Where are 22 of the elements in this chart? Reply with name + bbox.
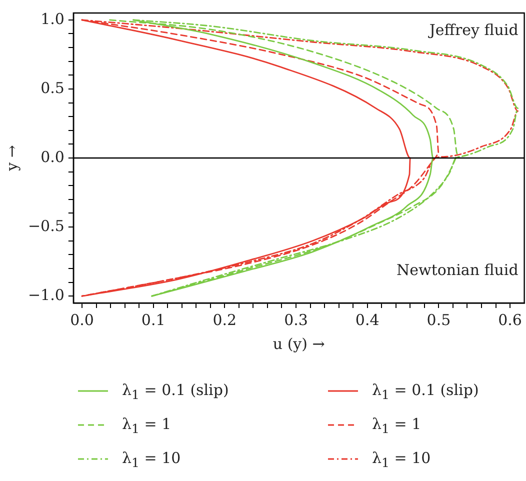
- y-tick-label: 0.5: [40, 78, 64, 97]
- annotation: Jeffrey fluid: [427, 21, 519, 39]
- x-tick-label: 0.5: [426, 310, 451, 329]
- x-tick-label: 0.1: [141, 310, 166, 329]
- y-tick-label: −1.0: [28, 286, 64, 304]
- annotation: Newtonian fluid: [396, 261, 519, 279]
- y-tick-label: 1.0: [40, 10, 64, 28]
- legend-label: λ$_{1}$ = 0.1 (slip): [372, 380, 479, 402]
- y-tick-label: 0.0: [40, 148, 64, 166]
- legend-label: λ$_{1}$ = 1: [372, 414, 422, 436]
- x-tick-label: 0.6: [498, 310, 522, 329]
- legend-label: λ$_{1}$ = 10: [372, 448, 431, 470]
- x-tick-label: 0.2: [212, 310, 237, 329]
- legend-label: λ$_{1}$ = 0.1 (slip): [122, 380, 229, 402]
- x-tick-label: 0.4: [355, 310, 380, 329]
- x-tick-label: 0.3: [284, 310, 308, 329]
- y-tick-label: −0.5: [28, 216, 64, 235]
- y-axis-title: y →: [2, 144, 21, 172]
- legend-label: λ$_{1}$ = 10: [122, 448, 181, 470]
- x-tick-label: 0.0: [70, 310, 94, 329]
- legend-label: λ$_{1}$ = 1: [122, 414, 172, 436]
- x-axis-title: u (y) →: [272, 334, 326, 353]
